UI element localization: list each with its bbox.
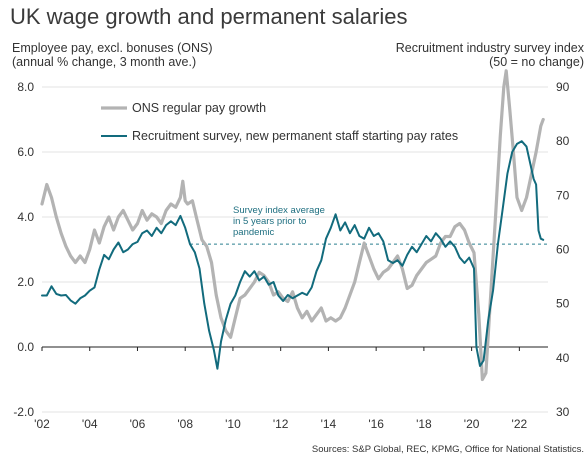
left-axis-label-line-2: (annual % change, 3 month ave.) — [12, 55, 196, 69]
right-axis-label-line-1: Recruitment industry survey index — [396, 41, 585, 55]
left-y-tick-label: 4.0 — [17, 210, 34, 224]
x-tick-label: '10 — [225, 417, 241, 431]
x-tick-label: '14 — [321, 417, 337, 431]
legend: ONS regular pay growth Recruitment survey… — [101, 101, 458, 143]
annotation-text-line: in 5 years prior to — [233, 216, 306, 227]
annotation-text-line: Survey index average — [233, 205, 325, 216]
x-tick-label: '08 — [177, 417, 193, 431]
left-y-tick-label: -2.0 — [13, 405, 34, 419]
x-tick-label: '22 — [512, 417, 528, 431]
x-tick-label: '16 — [368, 417, 384, 431]
right-y-tick-label: 90 — [556, 80, 570, 94]
series-line-recruitment-survey — [41, 140, 545, 370]
left-y-tick-label: 2.0 — [17, 275, 34, 289]
right-y-tick-label: 70 — [556, 188, 570, 202]
left-y-tick-label: 6.0 — [17, 145, 34, 159]
x-tick-label: '20 — [464, 417, 480, 431]
x-tick-label: '12 — [273, 417, 289, 431]
left-axis-label-line-1: Employee pay, excl. bonuses (ONS) — [12, 41, 213, 55]
series-line-ons-pay — [40, 69, 545, 382]
source-note: Sources: S&P Global, REC, KPMG, Office f… — [312, 444, 584, 455]
right-axis-label-line-2: (50 = no change) — [489, 55, 584, 69]
right-y-tick-label: 60 — [556, 243, 570, 257]
right-y-tick-label: 80 — [556, 134, 570, 148]
left-y-tick-label: 0.0 — [17, 340, 34, 354]
right-y-tick-label: 40 — [556, 351, 570, 365]
left-y-tick-label: 8.0 — [17, 80, 34, 94]
legend-label: Recruitment survey, new permanent staff … — [132, 129, 458, 143]
x-tick-label: '18 — [416, 417, 432, 431]
x-tick-label: '04 — [82, 417, 98, 431]
annotation-text-line: pandemic — [233, 227, 274, 238]
x-tick-label: '06 — [130, 417, 146, 431]
series-lines — [40, 69, 545, 382]
chart-title: UK wage growth and permanent salaries — [10, 4, 407, 29]
legend-label: ONS regular pay growth — [132, 101, 266, 115]
right-y-tick-label: 50 — [556, 297, 570, 311]
x-tick-label: '02 — [34, 417, 50, 431]
axes: 8.0 6.0 4.0 2.0 0.0 -2.0 90 80 70 60 50 40 30 '02 '04 '… — [13, 80, 569, 431]
right-y-tick-label: 30 — [556, 405, 570, 419]
